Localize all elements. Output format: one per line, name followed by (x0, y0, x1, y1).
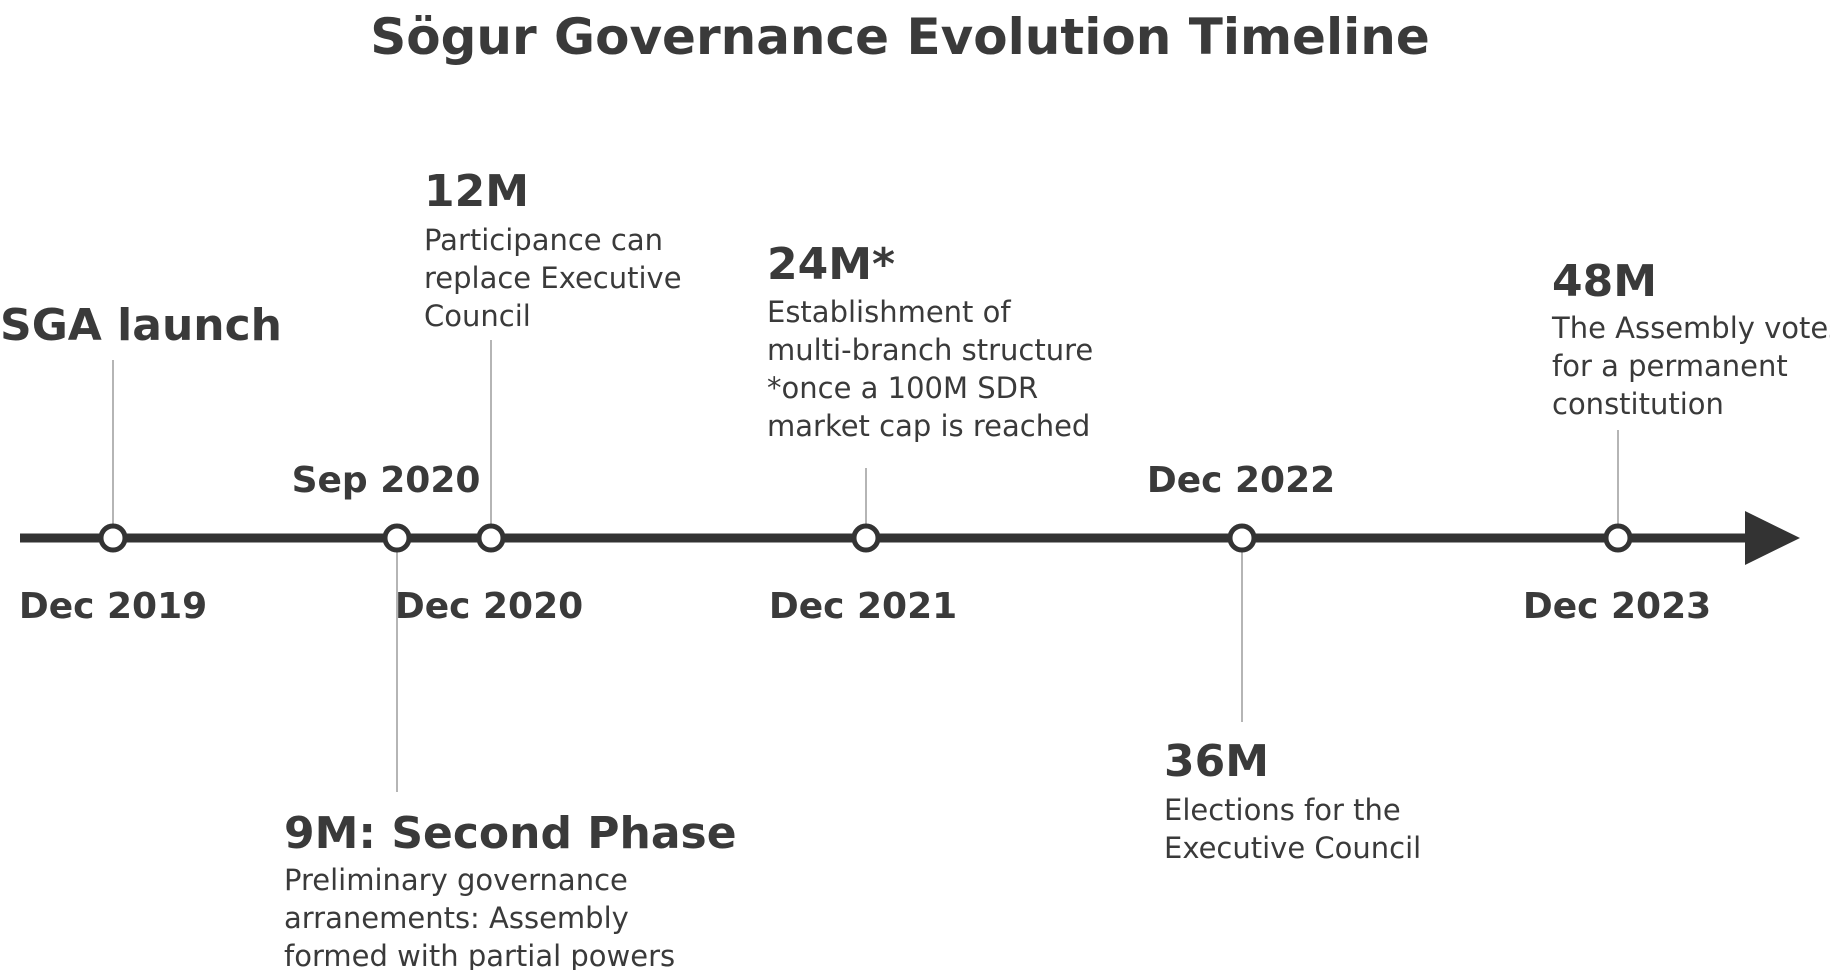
event-description-line: Council (424, 299, 531, 333)
event-date: Dec 2019 (19, 586, 207, 627)
diagram-title: Sögur Governance Evolution Timeline (370, 8, 1430, 66)
event-description-line: arranements: Assembly (284, 901, 629, 935)
event-description-line: constitution (1552, 387, 1724, 421)
event-description-line: Elections for the (1164, 793, 1401, 827)
event-description-line: Establishment of (767, 295, 1011, 329)
timeline-event-12m: Dec 2020 12M Participance can replace Ex… (395, 166, 682, 627)
event-description-line: The Assembly votes (1551, 311, 1830, 345)
timeline-event-second-phase: Sep 2020 9M: Second Phase Preliminary go… (284, 460, 737, 970)
event-description-line: market cap is reached (767, 409, 1090, 443)
event-date: Dec 2020 (395, 586, 583, 627)
event-heading: 48M (1552, 256, 1657, 307)
event-description-line: Executive Council (1164, 831, 1421, 865)
timeline-node (476, 523, 506, 553)
event-date: Dec 2023 (1523, 586, 1711, 627)
event-heading: 12M (424, 166, 529, 217)
event-description-line: multi-branch structure (767, 333, 1093, 367)
timeline-node (851, 523, 881, 553)
event-description-line: formed with partial powers (284, 939, 675, 970)
event-date: Sep 2020 (292, 460, 481, 501)
timeline-event-36m: Dec 2022 36M Elections for the Executive… (1147, 460, 1421, 865)
event-description-line: replace Executive (424, 261, 682, 295)
event-description-line: for a permanent (1552, 349, 1788, 383)
event-heading: 9M: Second Phase (284, 808, 737, 859)
timeline-event-24m: Dec 2021 24M* Establishment of multi-bra… (767, 239, 1093, 627)
event-heading: SGA launch (0, 300, 282, 351)
event-description-line: Preliminary governance (284, 863, 628, 897)
event-heading: 24M* (767, 239, 895, 290)
timeline-arrowhead (1745, 511, 1800, 565)
timeline-node (1603, 523, 1633, 553)
event-date: Dec 2022 (1147, 460, 1335, 501)
event-date: Dec 2021 (769, 586, 957, 627)
timeline-node (1227, 523, 1257, 553)
event-description-line: Participance can (424, 223, 663, 257)
event-description-line: *once a 100M SDR (767, 371, 1038, 405)
timeline-node (98, 523, 128, 553)
timeline-node (382, 523, 412, 553)
timeline-event-48m: Dec 2023 48M The Assembly votes for a pe… (1523, 256, 1830, 627)
event-heading: 36M (1164, 736, 1269, 787)
timeline-event-sga-launch: Dec 2019 SGA launch (0, 300, 282, 627)
